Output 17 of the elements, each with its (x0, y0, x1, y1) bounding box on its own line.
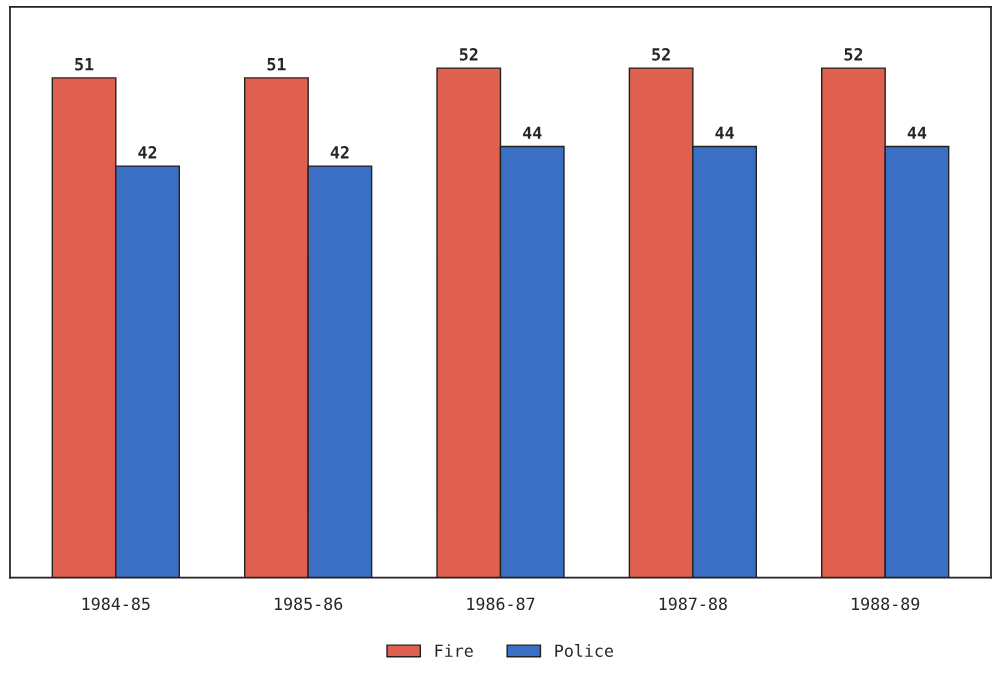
data-label: 52 (844, 48, 863, 61)
x-tick-label: 1988-89 (852, 597, 920, 611)
x-tick-label: 1985-86 (275, 597, 343, 611)
data-label: 44 (715, 126, 734, 139)
data-label: 44 (907, 126, 927, 139)
data-label: 52 (459, 48, 478, 61)
data-label: 42 (330, 146, 349, 159)
data-label: 42 (138, 146, 157, 159)
data-label: 52 (652, 48, 670, 61)
data-label: 44 (523, 126, 542, 139)
data-label: 51 (267, 58, 286, 71)
legend-label: Police (555, 644, 614, 658)
x-tick-label: 1987-88 (659, 597, 727, 611)
legend-label: Fire (435, 644, 473, 658)
x-tick-label: 1984-85 (82, 597, 150, 611)
x-tick-label: 1986-87 (467, 597, 535, 611)
data-label: 51 (75, 58, 94, 71)
